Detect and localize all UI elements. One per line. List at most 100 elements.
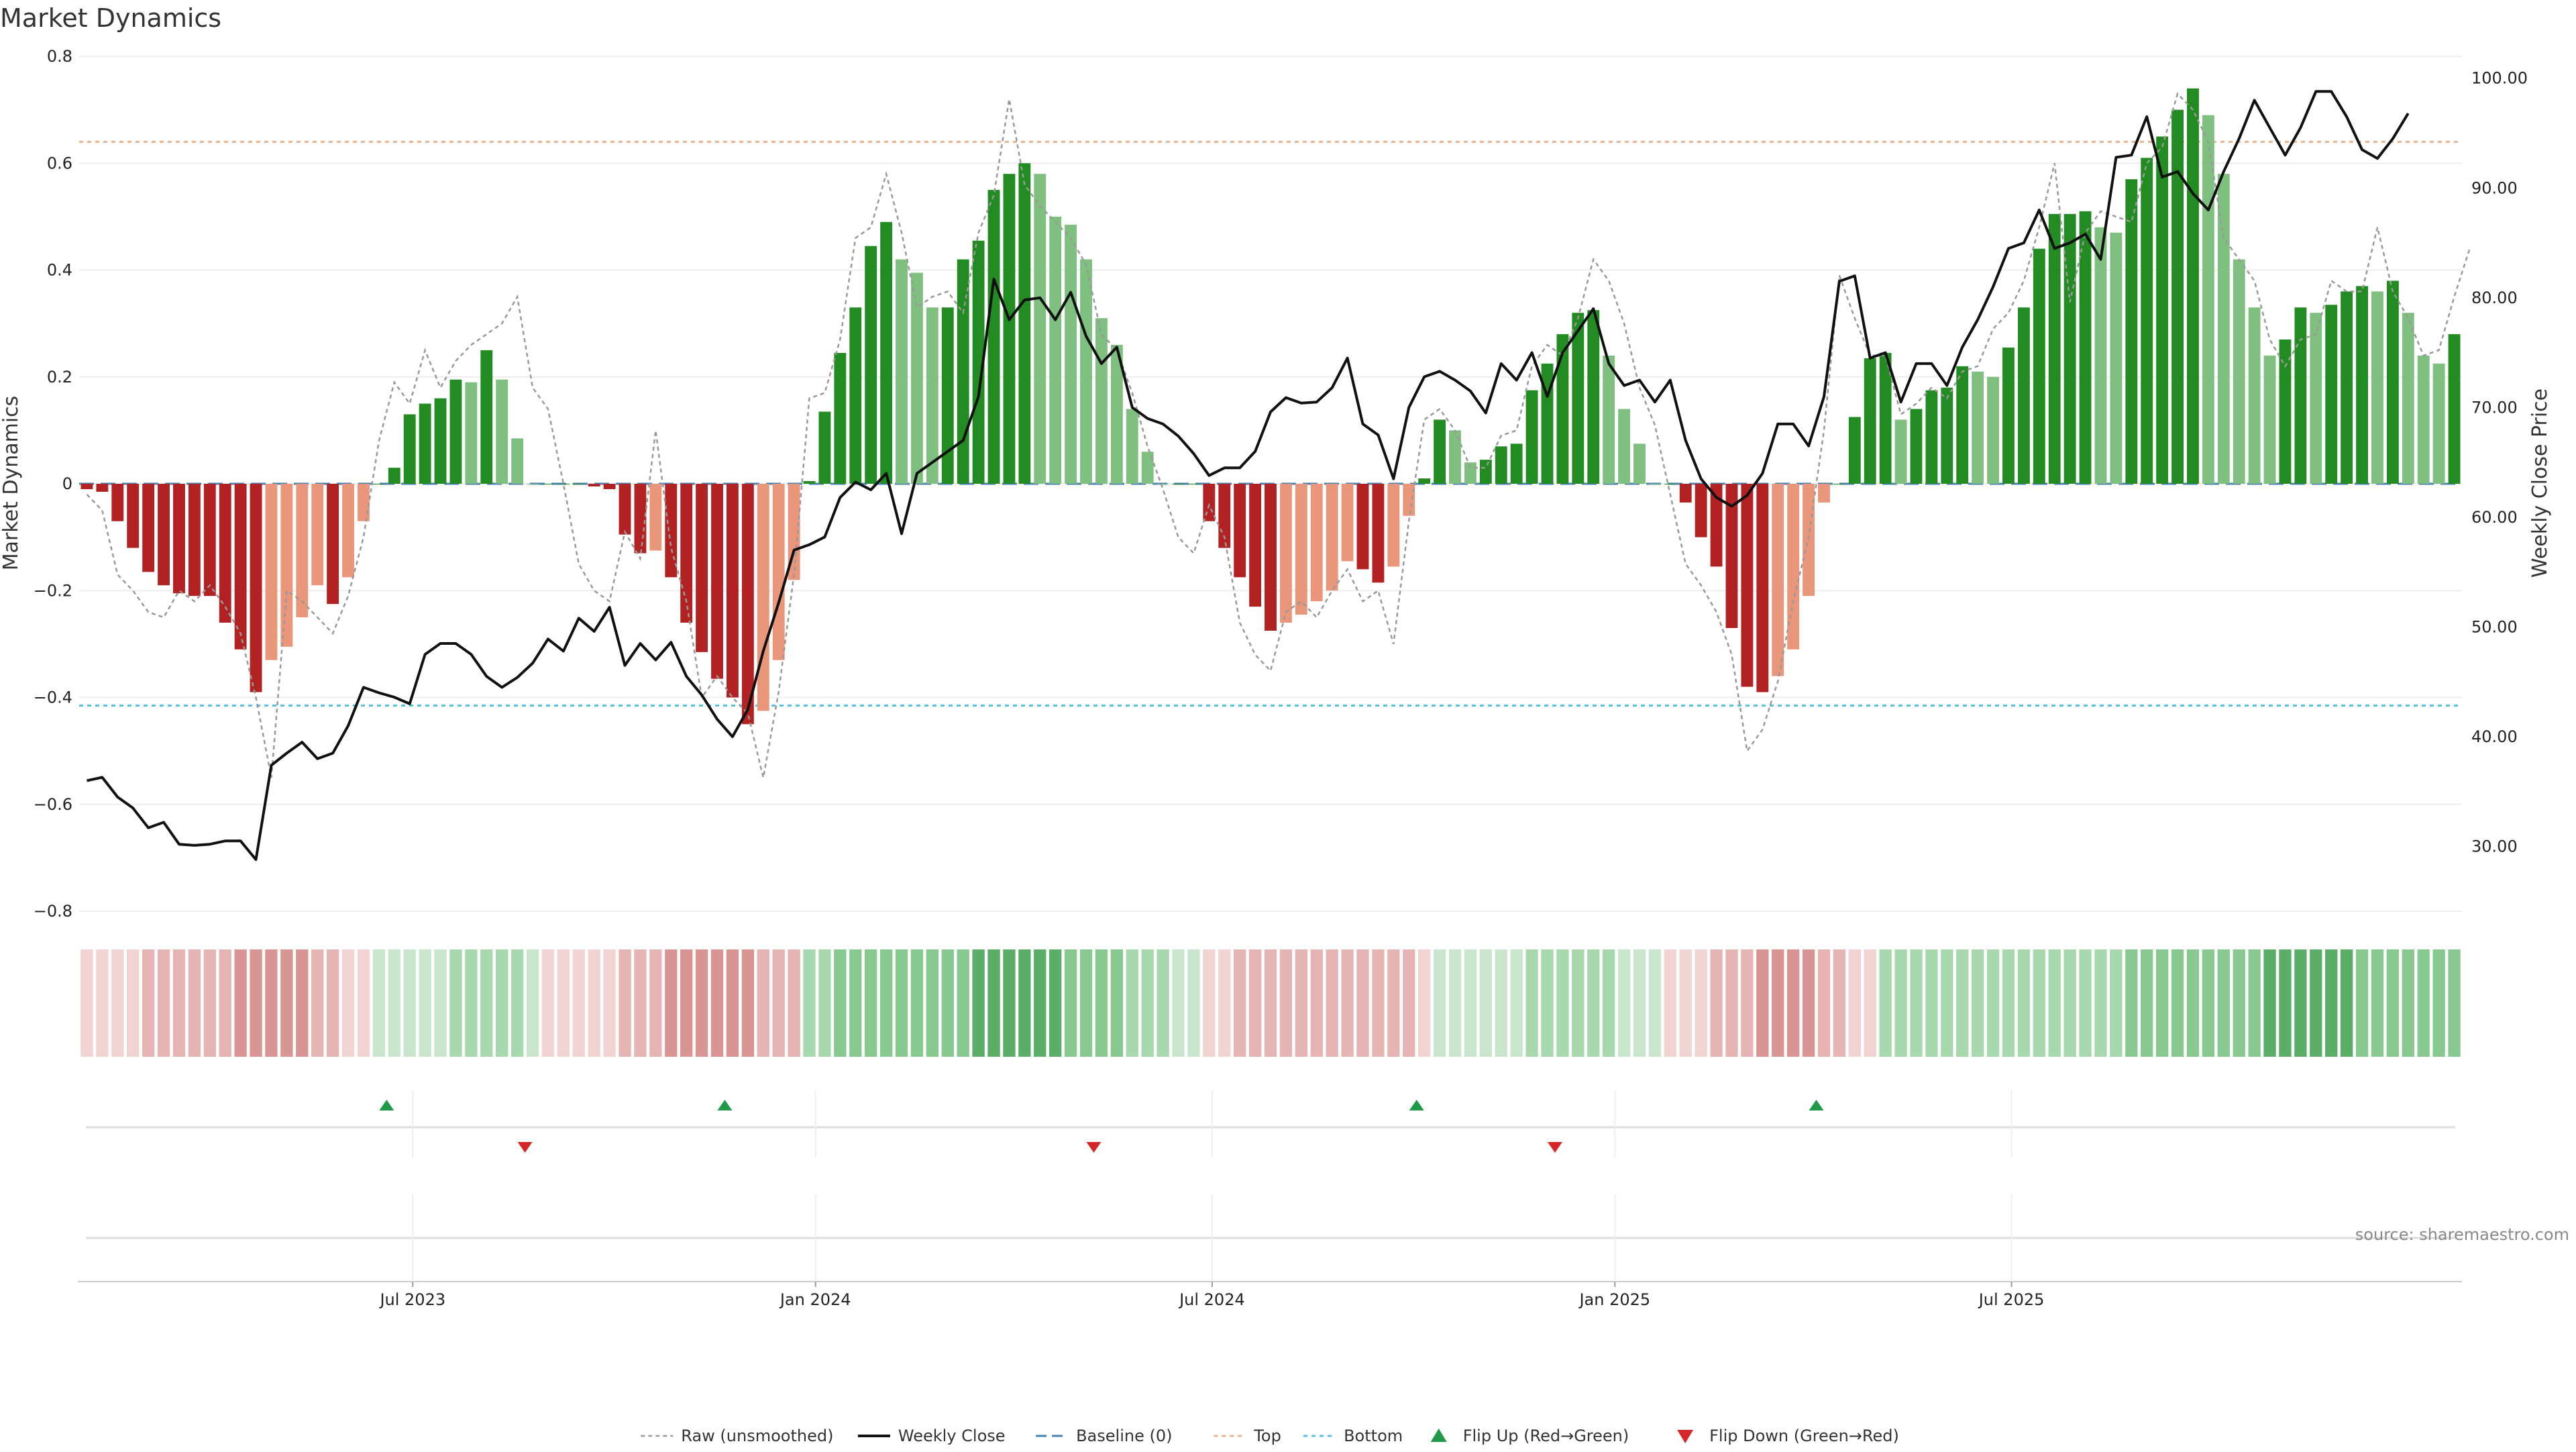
regime-cell bbox=[2263, 949, 2276, 1057]
dynamics-bar bbox=[1587, 310, 1600, 484]
dynamics-bar bbox=[2402, 313, 2414, 484]
y2-axis-title: Weekly Close Price bbox=[2528, 388, 2552, 578]
regime-cell bbox=[2202, 949, 2215, 1057]
regime-cell bbox=[1018, 949, 1031, 1057]
dynamics-bar bbox=[2233, 259, 2245, 484]
regime-cell bbox=[511, 949, 524, 1057]
dynamics-bar bbox=[1065, 224, 1077, 484]
bars-layer bbox=[80, 88, 2461, 725]
dynamics-bar bbox=[834, 352, 847, 484]
dynamics-bar bbox=[2325, 305, 2338, 484]
regime-cell bbox=[2017, 949, 2031, 1057]
dynamics-bar bbox=[1633, 444, 1646, 484]
dynamics-bar bbox=[1710, 484, 1723, 567]
regime-cell bbox=[987, 949, 1000, 1057]
regime-cell bbox=[188, 949, 201, 1057]
legend-label: Bottom bbox=[1344, 1427, 1403, 1445]
dynamics-bar bbox=[2386, 280, 2399, 484]
dynamics-bar bbox=[1141, 452, 1154, 484]
dynamics-bar bbox=[726, 484, 739, 698]
regime-cell bbox=[2171, 949, 2184, 1057]
y-tick-label: −0.8 bbox=[34, 902, 72, 921]
regime-cell bbox=[1110, 949, 1124, 1057]
regime-cell bbox=[1264, 949, 1277, 1057]
regime-cell bbox=[757, 949, 769, 1057]
dynamics-bar bbox=[203, 484, 216, 597]
regime-cell bbox=[2155, 949, 2169, 1057]
dynamics-bar bbox=[511, 438, 524, 484]
regime-cell bbox=[1310, 949, 1323, 1057]
y2-tick-label: 90.00 bbox=[2471, 178, 2518, 197]
dynamics-bar bbox=[1787, 484, 1800, 650]
legend-label: Raw (unsmoothed) bbox=[681, 1427, 833, 1445]
regime-cell bbox=[341, 949, 355, 1057]
regime-cell bbox=[1141, 949, 1154, 1057]
regime-cell bbox=[1248, 949, 1262, 1057]
regime-cell bbox=[1356, 949, 1369, 1057]
regime-cell bbox=[1679, 949, 1692, 1057]
dynamics-bar bbox=[434, 398, 447, 484]
regime-cell bbox=[1756, 949, 1769, 1057]
dynamics-bar bbox=[311, 484, 324, 586]
regime-cell bbox=[710, 949, 724, 1057]
dynamics-bar bbox=[1326, 484, 1338, 591]
regime-cell bbox=[96, 949, 109, 1057]
y2-tick-label: 100.00 bbox=[2471, 69, 2528, 88]
regime-cell bbox=[1772, 949, 1784, 1057]
y-tick-label: 0.8 bbox=[47, 47, 72, 66]
dynamics-bar bbox=[1741, 484, 1754, 687]
dynamics-bar bbox=[1434, 419, 1446, 484]
dynamics-bar bbox=[1464, 462, 1477, 484]
regime-cell bbox=[634, 949, 647, 1057]
legend-item-flip_up: Flip Up (Red→Green) bbox=[1430, 1427, 1629, 1445]
dynamics-bar bbox=[1356, 484, 1369, 570]
regime-cell bbox=[1541, 949, 1554, 1057]
dynamics-bar bbox=[496, 379, 508, 484]
regime-cell bbox=[1433, 949, 1446, 1057]
regime-cell bbox=[1064, 949, 1077, 1057]
regime-cell bbox=[2033, 949, 2045, 1057]
dynamics-bar bbox=[1956, 366, 1969, 484]
dynamics-bar bbox=[1525, 390, 1538, 484]
dynamics-bar bbox=[388, 468, 400, 484]
regime-cell bbox=[680, 949, 693, 1057]
regime-cell bbox=[741, 949, 755, 1057]
dynamics-bar bbox=[2341, 291, 2353, 484]
dynamics-bar bbox=[358, 484, 370, 521]
regime-cell bbox=[2355, 949, 2369, 1057]
regime-cell bbox=[2448, 949, 2461, 1057]
regime-cell bbox=[1187, 949, 1200, 1057]
regime-cell bbox=[80, 949, 93, 1057]
y-tick-label: 0.2 bbox=[47, 368, 72, 386]
regime-cell bbox=[357, 949, 370, 1057]
regime-cell bbox=[865, 949, 877, 1057]
dynamics-bar bbox=[741, 484, 754, 725]
dynamics-bar bbox=[1203, 484, 1216, 521]
regime-cell bbox=[172, 949, 186, 1057]
regime-cell bbox=[1941, 949, 1953, 1057]
dynamics-bar bbox=[465, 382, 478, 484]
dynamics-bar bbox=[265, 484, 278, 660]
dynamics-bar bbox=[419, 403, 431, 484]
regime-cell bbox=[1218, 949, 1231, 1057]
regime-cell bbox=[127, 949, 140, 1057]
regime-cell bbox=[1956, 949, 1969, 1057]
x-tick-label: Jul 2023 bbox=[378, 1290, 445, 1309]
dynamics-bar bbox=[2156, 136, 2169, 484]
regime-cell bbox=[1695, 949, 1707, 1057]
dynamics-bar bbox=[803, 481, 816, 484]
dynamics-bar bbox=[2356, 286, 2368, 484]
regime-cell bbox=[1495, 949, 1507, 1057]
regime-cell bbox=[649, 949, 662, 1057]
weekly-close-line bbox=[87, 90, 2410, 862]
regime-cell bbox=[1710, 949, 1723, 1057]
regime-cell bbox=[2002, 949, 2015, 1057]
dynamics-bar bbox=[2048, 213, 2061, 484]
regime-cell bbox=[1910, 949, 1923, 1057]
regime-cell bbox=[250, 949, 262, 1057]
regime-cell bbox=[465, 949, 478, 1057]
dynamics-bar bbox=[1495, 446, 1507, 484]
regime-cell bbox=[311, 949, 324, 1057]
